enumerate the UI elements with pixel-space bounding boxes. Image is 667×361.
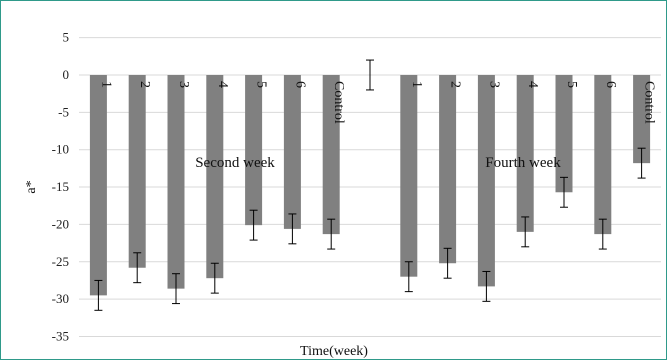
bars <box>89 75 651 296</box>
error-bar <box>404 261 413 293</box>
annotation-fourth-week: Fourth week <box>485 155 561 171</box>
category-label: 3 <box>176 81 191 88</box>
y-tick-label: -20 <box>52 216 69 231</box>
category-label: 6 <box>292 81 307 88</box>
y-tick-label: -10 <box>52 142 69 157</box>
y-tick-label: -35 <box>52 328 69 343</box>
bar <box>594 75 612 235</box>
bar <box>400 75 418 277</box>
error-bar <box>94 279 103 311</box>
error-bar <box>249 209 258 241</box>
bar <box>322 75 340 235</box>
error-bar <box>327 218 336 250</box>
error-bar <box>521 216 530 248</box>
category-label: 2 <box>137 81 152 88</box>
error-bar <box>210 262 219 294</box>
y-tick-label: -25 <box>52 254 69 269</box>
category-label: 2 <box>448 81 463 88</box>
category-labels: 1 2 3 4 5 6 Control 1 2 3 4 5 6 Control <box>98 81 656 124</box>
x-axis-label: Time(week) <box>300 344 368 359</box>
error-bar <box>172 273 180 305</box>
error-bar <box>598 218 607 250</box>
error-bar <box>482 270 491 302</box>
y-tick-label: -30 <box>52 291 69 306</box>
bar <box>477 75 495 287</box>
bar <box>206 75 224 279</box>
category-label: 4 <box>525 81 540 88</box>
category-label: 1 <box>98 81 113 88</box>
error-bar <box>366 59 374 91</box>
error-bar <box>560 176 568 208</box>
bar <box>633 75 651 164</box>
bar <box>283 75 301 229</box>
category-label: 3 <box>486 81 501 88</box>
error-bar <box>443 247 452 279</box>
bar <box>89 75 107 296</box>
annotation-second-week: Second week <box>195 155 275 171</box>
bar <box>555 75 573 193</box>
error-bar <box>133 252 142 284</box>
bar <box>167 75 185 289</box>
error-bar <box>288 213 297 245</box>
category-label: 6 <box>603 81 618 88</box>
bar <box>245 75 263 226</box>
category-label: 5 <box>254 81 269 88</box>
bar <box>439 75 457 264</box>
category-label: 5 <box>564 81 579 88</box>
error-bar <box>637 147 646 179</box>
y-tick-label: -5 <box>58 104 69 119</box>
bar <box>128 75 146 268</box>
y-tick-label: 5 <box>63 30 70 45</box>
category-label: 4 <box>215 81 230 88</box>
error-bars <box>94 59 646 311</box>
y-tick-labels: 5 0 -5 -10 -15 -20 -25 -30 -35 <box>52 30 69 344</box>
bar <box>516 75 534 232</box>
category-label: Control <box>331 81 346 124</box>
category-label: Control <box>642 81 657 124</box>
y-tick-label: -15 <box>52 179 69 194</box>
y-axis-label: a* <box>24 180 39 193</box>
y-tick-label: 0 <box>63 67 70 82</box>
category-label: 1 <box>409 81 424 88</box>
